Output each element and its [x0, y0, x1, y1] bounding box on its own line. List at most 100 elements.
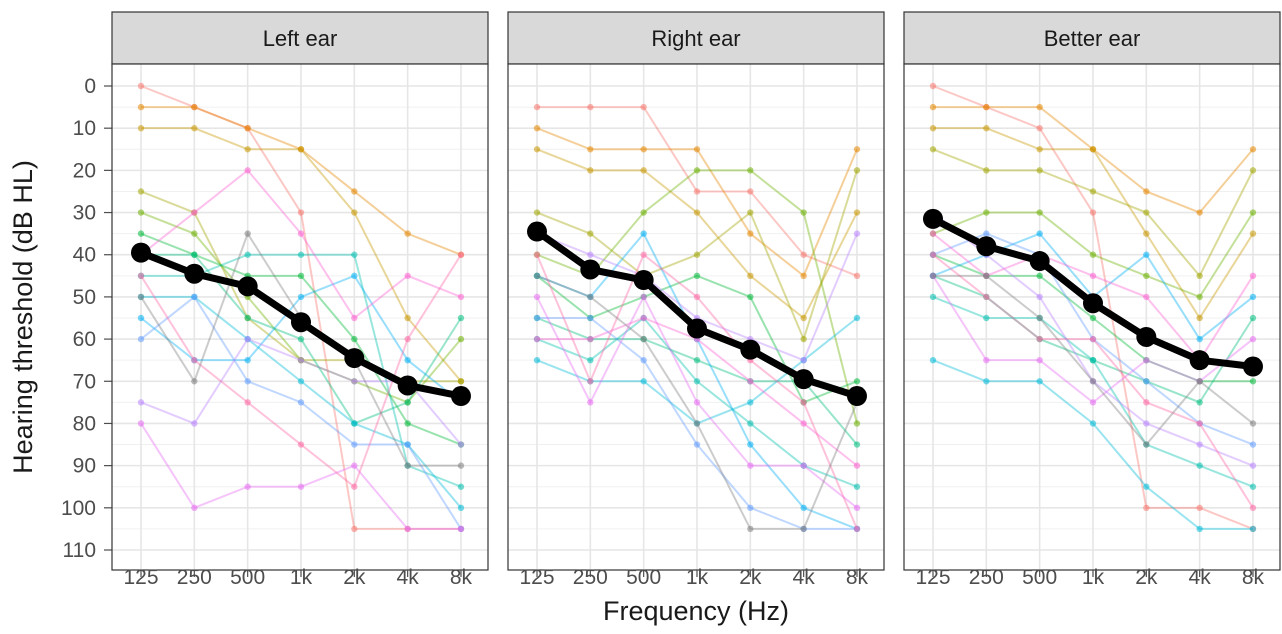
individual-point: [587, 251, 594, 258]
individual-point: [747, 230, 754, 237]
individual-point: [800, 335, 807, 343]
individual-point: [1036, 124, 1043, 132]
individual-point: [929, 124, 937, 132]
x-tick-label: 4k: [397, 566, 420, 589]
individual-point: [1249, 335, 1257, 343]
individual-point: [983, 356, 990, 364]
individual-point: [297, 335, 305, 343]
y-tick-label: 100: [61, 497, 96, 520]
mean-point: [397, 375, 418, 396]
individual-point: [983, 167, 990, 174]
mean-point: [1136, 326, 1157, 347]
individual-point: [351, 188, 358, 195]
individual-point: [1196, 504, 1203, 512]
x-tick-label: 1k: [686, 566, 709, 589]
individual-point: [800, 251, 807, 258]
individual-point: [800, 525, 807, 533]
individual-point: [244, 483, 251, 490]
individual-point: [1089, 378, 1097, 385]
individual-point: [191, 293, 198, 301]
individual-point: [137, 230, 145, 237]
individual-point: [191, 209, 198, 216]
panel-border: [111, 63, 489, 571]
individual-point: [1089, 356, 1097, 364]
individual-point: [457, 525, 465, 533]
individual-point: [404, 462, 411, 469]
individual-point: [747, 420, 754, 427]
individual-point: [1143, 356, 1150, 364]
individual-point: [929, 146, 937, 153]
individual-point: [1143, 209, 1150, 216]
individual-point: [747, 209, 754, 216]
individual-point: [297, 441, 305, 448]
individual-point: [533, 272, 541, 280]
individual-point: [693, 293, 701, 301]
individual-point: [1036, 378, 1043, 385]
individual-point: [1089, 420, 1097, 427]
individual-point: [747, 399, 754, 406]
individual-point: [137, 82, 145, 90]
individual-point: [929, 272, 937, 280]
individual-point: [404, 335, 411, 343]
x-tick-label: 2k: [739, 566, 762, 589]
individual-point: [1196, 378, 1203, 385]
y-tick-label: 50: [73, 286, 96, 309]
individual-point: [640, 167, 647, 174]
individual-point: [1196, 420, 1203, 427]
individual-point: [747, 504, 754, 512]
individual-point: [1143, 230, 1150, 237]
individual-point: [404, 441, 411, 448]
individual-point: [853, 272, 861, 280]
individual-point: [1089, 314, 1097, 322]
mean-point: [344, 348, 365, 369]
x-tick-label: 500: [626, 566, 661, 589]
individual-point: [1089, 209, 1097, 216]
individual-point: [640, 378, 647, 385]
individual-point: [693, 356, 701, 364]
y-tick-label: 20: [73, 159, 96, 182]
mean-point: [923, 208, 943, 229]
individual-point: [983, 103, 990, 111]
individual-point: [244, 335, 251, 343]
x-tick-label: 125: [123, 566, 158, 589]
x-tick-label: 2k: [1135, 566, 1158, 589]
individual-point: [404, 356, 411, 364]
mean-point: [580, 259, 601, 280]
individual-point: [297, 356, 305, 364]
individual-point: [404, 314, 411, 322]
individual-point: [1196, 272, 1203, 280]
individual-point: [1143, 483, 1150, 490]
individual-point: [1249, 167, 1257, 174]
individual-point: [191, 251, 198, 258]
individual-point: [693, 378, 701, 385]
individual-point: [1036, 146, 1043, 153]
panel-border: [903, 63, 1281, 571]
facet-strip: [507, 11, 885, 65]
facet-title: Left ear: [263, 26, 338, 51]
individual-point: [640, 314, 647, 322]
mean-point: [846, 386, 867, 407]
individual-point: [137, 399, 145, 406]
individual-point: [137, 314, 145, 322]
individual-point: [1196, 462, 1203, 469]
mean-point: [633, 270, 654, 291]
y-tick-label: 110: [63, 539, 96, 562]
individual-point: [853, 441, 861, 448]
individual-point: [693, 399, 701, 406]
mean-point: [184, 263, 205, 284]
individual-point: [983, 314, 990, 322]
individual-point: [1196, 209, 1203, 216]
x-tick-label: 1k: [1082, 566, 1105, 589]
individual-point: [533, 314, 541, 322]
individual-point: [1249, 209, 1257, 216]
mean-point: [686, 318, 707, 339]
individual-point: [983, 230, 990, 237]
mean-point: [527, 221, 547, 242]
individual-point: [853, 146, 861, 153]
individual-point: [640, 293, 647, 301]
individual-point: [1249, 483, 1257, 490]
individual-point: [351, 462, 358, 469]
individual-point: [693, 188, 701, 195]
mean-point: [1242, 356, 1263, 377]
